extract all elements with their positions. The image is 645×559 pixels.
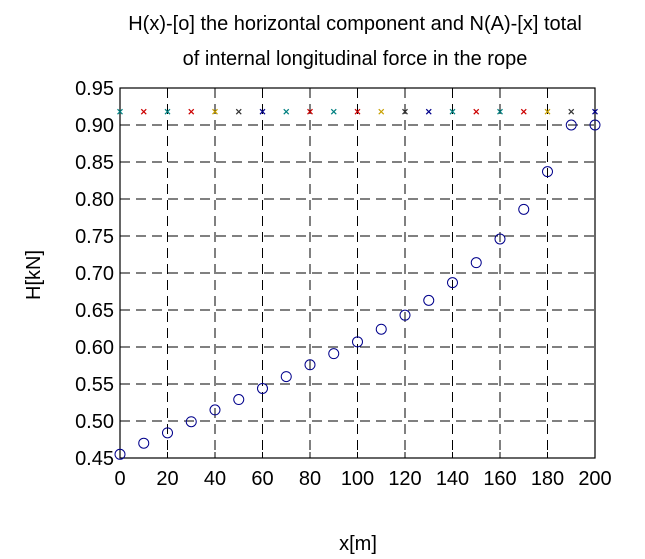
x-tick-label: 140 xyxy=(436,468,469,490)
x-tick-label: 160 xyxy=(483,468,516,490)
x-tick-label: 60 xyxy=(251,468,273,490)
data-point-circle xyxy=(470,257,482,269)
data-point-cross xyxy=(235,108,242,115)
cross-stroke xyxy=(354,108,361,115)
data-point-cross xyxy=(307,108,313,115)
data-point-circle xyxy=(375,323,387,335)
data-point-cross xyxy=(212,108,218,115)
cross-stroke xyxy=(307,108,313,115)
cross-stroke xyxy=(449,108,456,115)
x-tick-label: 100 xyxy=(341,468,374,490)
data-point-cross xyxy=(473,108,480,115)
cross-stroke xyxy=(425,108,432,115)
data-point-cross xyxy=(449,108,456,115)
y-tick-label: 0.95 xyxy=(75,78,114,100)
y-tick-label: 0.80 xyxy=(75,189,114,211)
data-point-cross xyxy=(283,108,290,115)
data-point-circle xyxy=(138,437,150,449)
data-point-circle xyxy=(280,371,292,383)
x-tick-label: 0 xyxy=(114,468,125,490)
data-point-circle xyxy=(423,294,435,306)
y-tick-label: 0.45 xyxy=(75,448,114,470)
y-tick-label: 0.90 xyxy=(75,115,114,137)
data-point-cross xyxy=(402,108,408,115)
cross-stroke xyxy=(378,108,385,115)
cross-stroke xyxy=(520,108,527,115)
cross-stroke xyxy=(544,108,551,115)
data-point-cross xyxy=(259,108,266,115)
data-point-cross xyxy=(544,108,551,115)
x-tick-label: 200 xyxy=(578,468,611,490)
data-point-cross xyxy=(378,108,385,115)
chart-title-line-2: of internal longitudinal force in the ro… xyxy=(183,48,528,70)
cross-stroke xyxy=(568,108,575,115)
data-point-circle xyxy=(352,336,363,348)
data-markers xyxy=(114,108,601,460)
data-point-circle xyxy=(304,359,316,371)
y-tick-label: 0.70 xyxy=(75,263,114,285)
data-point-circle xyxy=(399,309,411,321)
grid xyxy=(120,88,595,458)
data-point-cross xyxy=(354,108,361,115)
data-point-cross xyxy=(568,108,575,115)
data-point-circle xyxy=(114,448,126,460)
cross-stroke xyxy=(473,108,480,115)
cross-stroke xyxy=(235,108,242,115)
cross-stroke xyxy=(283,108,290,115)
cross-stroke xyxy=(330,108,337,115)
x-axis-label: x[m] xyxy=(339,533,377,555)
data-point-cross xyxy=(330,108,337,115)
data-point-circle xyxy=(257,382,268,394)
data-point-circle xyxy=(328,348,340,360)
data-point-circle xyxy=(542,166,553,178)
cross-stroke xyxy=(592,108,598,115)
cross-stroke xyxy=(188,108,195,115)
y-tick-label: 0.50 xyxy=(75,411,114,433)
data-point-cross xyxy=(425,108,432,115)
x-tick-label: 40 xyxy=(204,468,226,490)
data-point-cross xyxy=(520,108,527,115)
data-point-cross xyxy=(164,108,171,115)
cross-stroke xyxy=(117,108,123,115)
chart-title-line-1: H(x)-[o] the horizontal component and N(… xyxy=(128,13,582,35)
y-tick-label: 0.60 xyxy=(75,337,114,359)
cross-stroke xyxy=(164,108,171,115)
data-point-circle xyxy=(233,394,245,406)
cross-stroke xyxy=(402,108,408,115)
x-tick-label: 20 xyxy=(156,468,178,490)
data-point-circle xyxy=(518,203,530,215)
data-point-cross xyxy=(117,108,123,115)
cross-stroke xyxy=(497,108,503,115)
y-tick-label: 0.65 xyxy=(75,300,114,322)
data-point-cross xyxy=(592,108,598,115)
data-point-cross xyxy=(497,108,503,115)
data-point-circle xyxy=(447,277,458,289)
data-point-cross xyxy=(188,108,195,115)
axis-ticks: 0 20 40 60 80 100 120 140 160 180 200 0.45 0.50 0.55 0… xyxy=(75,78,612,490)
cross-stroke xyxy=(140,108,147,115)
y-tick-label: 0.75 xyxy=(75,226,114,248)
data-point-circle xyxy=(494,233,506,245)
data-point-cross xyxy=(140,108,147,115)
data-point-circle xyxy=(565,119,577,131)
data-point-circle xyxy=(162,427,173,439)
x-tick-label: 80 xyxy=(299,468,321,490)
cross-stroke xyxy=(212,108,218,115)
data-point-circle xyxy=(209,404,221,416)
cross-stroke xyxy=(259,108,266,115)
y-tick-label: 0.85 xyxy=(75,152,114,174)
y-tick-label: 0.55 xyxy=(75,374,114,396)
x-tick-label: 180 xyxy=(531,468,564,490)
x-tick-label: 120 xyxy=(388,468,421,490)
data-point-circle xyxy=(589,119,601,131)
data-point-circle xyxy=(185,416,197,428)
y-axis-label: H[kN] xyxy=(23,250,45,300)
